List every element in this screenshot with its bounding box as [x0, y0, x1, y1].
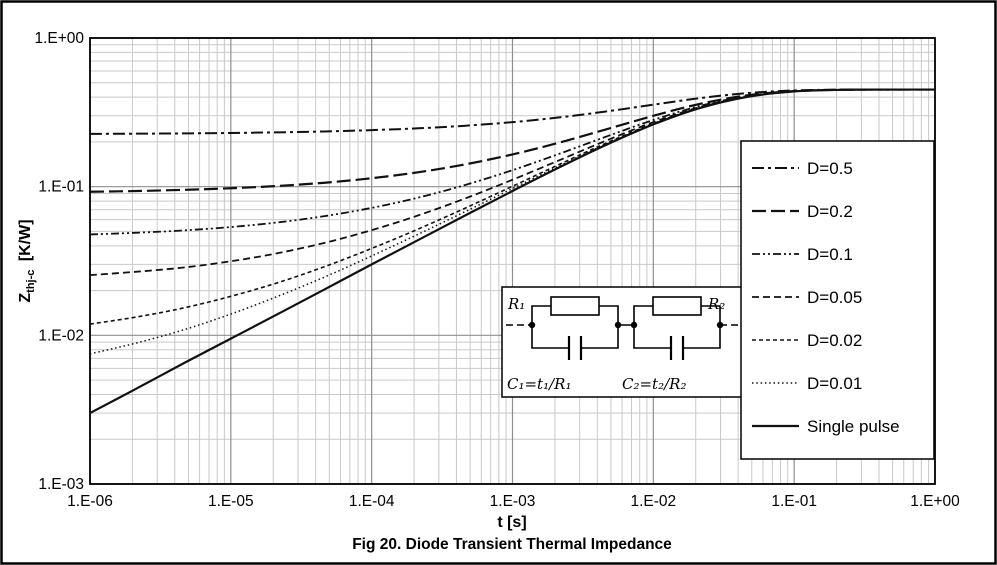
y-axis-title-units: [K/W]	[17, 219, 34, 265]
network-wires	[531, 305, 721, 349]
curve-d-0.01	[89, 88, 936, 355]
plot-curves	[89, 88, 936, 415]
legend-item-label: D=0.05	[807, 288, 862, 307]
y-axis-title-base: Z	[17, 293, 34, 303]
inset-label-r2: R₂	[707, 295, 725, 313]
legend-box	[740, 140, 935, 460]
y-axis-title: Zthj-c [K/W]	[17, 219, 37, 302]
resistor-r2	[652, 296, 702, 316]
x-tick-label: 1.E-06	[67, 493, 113, 510]
tick-labels: 1.E-06 1.E-05 1.E-04 1.E-03 1.E-02 1.E-01 1.E+…	[34, 30, 960, 510]
y-tick-label: 1.E-01	[38, 179, 84, 196]
x-tick-label: 1.E+00	[910, 493, 960, 510]
x-tick-label: 1.E-04	[349, 493, 395, 510]
plot-border	[89, 37, 936, 485]
node-dot	[614, 321, 622, 329]
resistor-r1	[550, 296, 600, 316]
x-axis-title: t [s]	[497, 514, 526, 531]
x-tick-label: 1.E-05	[208, 493, 254, 510]
inset-label-c1: C₁=t₁/R₁	[507, 375, 571, 393]
legend-item-label: Single pulse	[807, 417, 900, 436]
legend-item-label: D=0.2	[807, 202, 853, 221]
rc-thermal-network-inset: R₁ R₂ C₁=t₁/R₁ C₂=t₂/R₂	[501, 286, 743, 398]
inset-label-r1: R₁	[507, 295, 525, 313]
node-dot	[528, 321, 536, 329]
legend-item-label: D=0.02	[807, 331, 862, 350]
legend-item-label: D=0.5	[807, 159, 853, 178]
x-tick-label: 1.E-02	[630, 493, 676, 510]
x-tick-label: 1.E-01	[771, 493, 817, 510]
y-axis-title-sub: thj-c	[25, 270, 37, 293]
legend-item-label: D=0.01	[807, 374, 862, 393]
y-tick-label: 1.E-02	[38, 327, 84, 344]
curve-single-pulse	[89, 88, 936, 415]
figure-caption: Fig 20. Diode Transient Thermal Impedanc…	[352, 536, 672, 553]
x-tick-label: 1.E-03	[490, 493, 536, 510]
legend-item-label: D=0.1	[807, 245, 853, 264]
inset-label-c2: C₂=t₂/R₂	[622, 375, 686, 393]
node-dot	[630, 321, 638, 329]
legend: D=0.5 D=0.2 D=0.1 D=0.05 D=0.02 D=0.01 Single …	[740, 140, 935, 460]
y-tick-label: 1.E-03	[38, 476, 84, 493]
y-tick-label: 1.E+00	[34, 30, 84, 47]
